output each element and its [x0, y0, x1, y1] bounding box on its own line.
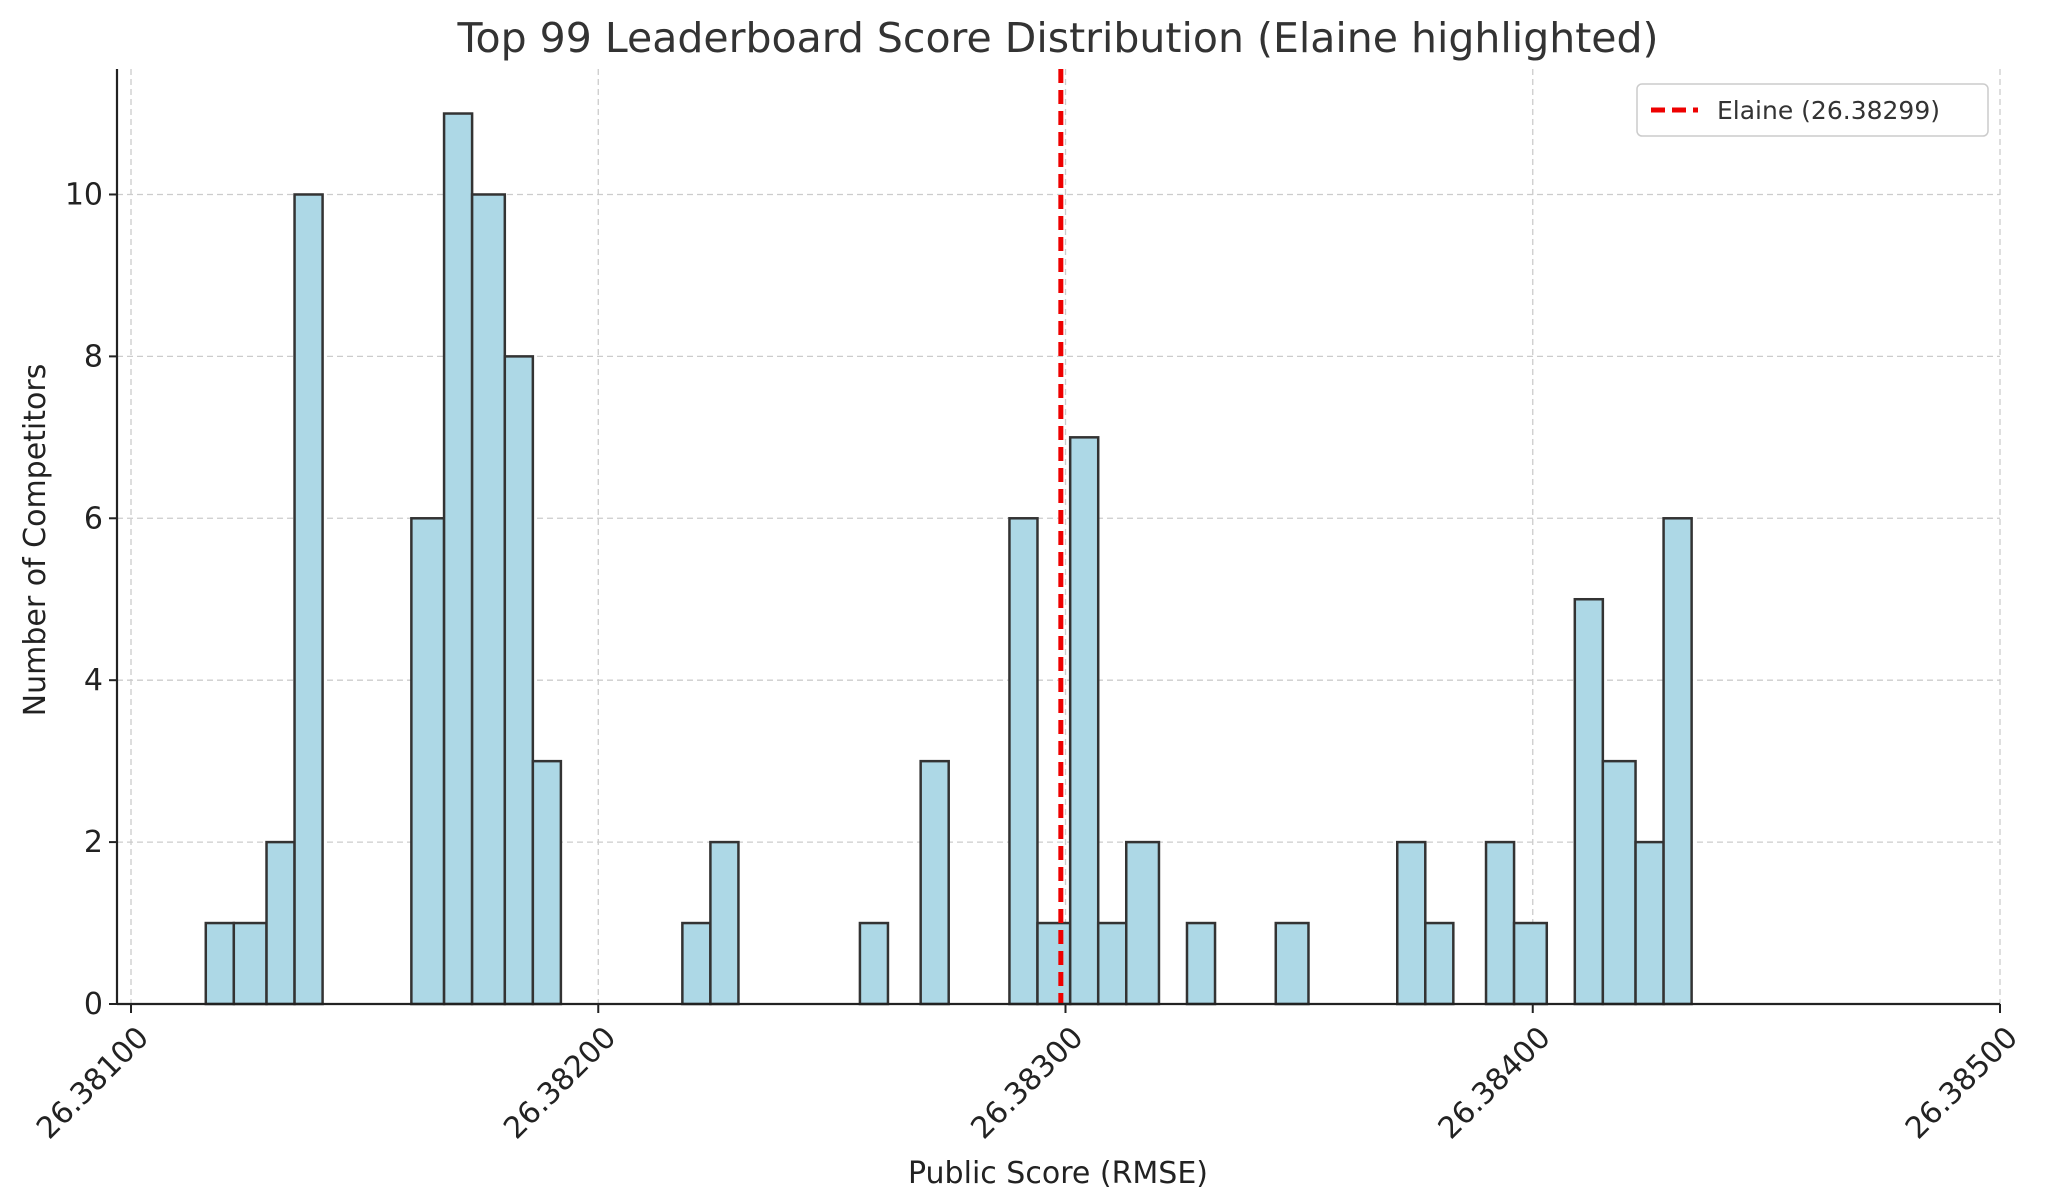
axes — [109, 69, 2001, 1013]
histogram-bar — [1096, 921, 1128, 1006]
y-tick-label: 6 — [84, 501, 103, 536]
y-tick-label: 4 — [84, 663, 103, 698]
legend: Elaine (26.38299) — [1636, 83, 1989, 137]
histogram-bar — [1036, 921, 1072, 1006]
histogram-bar — [1396, 840, 1427, 1006]
histogram-bar — [1274, 921, 1310, 1006]
histogram-bar — [919, 759, 950, 1006]
y-tick-label: 0 — [84, 987, 103, 1022]
legend-box — [1636, 83, 1989, 137]
legend-entry-elaine: Elaine (26.38299) — [1717, 96, 1940, 125]
histogram-bar — [709, 840, 740, 1006]
y-axis-label: Number of Competitors — [18, 364, 53, 717]
histogram-bar — [1008, 517, 1039, 1006]
histogram-bar — [503, 355, 535, 1006]
histogram-bar — [1424, 921, 1455, 1006]
x-axis-label: Public Score (RMSE) — [908, 1156, 1208, 1191]
histogram-bar — [1068, 436, 1100, 1006]
histogram-bar — [1634, 840, 1665, 1006]
histogram-bar — [470, 193, 507, 1006]
histogram-bar — [1185, 921, 1217, 1006]
histogram-bar — [1512, 921, 1549, 1006]
histogram-bar — [531, 759, 563, 1006]
chart-title: Top 99 Leaderboard Score Distribution (E… — [456, 14, 1658, 62]
histogram-bar — [681, 921, 712, 1006]
histogram-bar — [1125, 840, 1161, 1006]
histogram-bar — [204, 921, 236, 1006]
histogram-bar — [293, 193, 324, 1006]
histogram-bar — [232, 921, 268, 1006]
y-tick-label: 8 — [84, 339, 103, 374]
y-tick-label: 2 — [84, 825, 103, 860]
y-tick-label: 10 — [65, 177, 103, 212]
histogram-bar — [1601, 759, 1637, 1006]
histogram-bar — [858, 921, 890, 1006]
histogram-bar — [442, 112, 474, 1006]
histogram-bar — [410, 517, 446, 1006]
histogram-bar — [1573, 597, 1605, 1006]
histogram-bar — [265, 840, 296, 1006]
histogram-bar — [1484, 840, 1516, 1006]
histogram-bar — [1662, 517, 1693, 1006]
